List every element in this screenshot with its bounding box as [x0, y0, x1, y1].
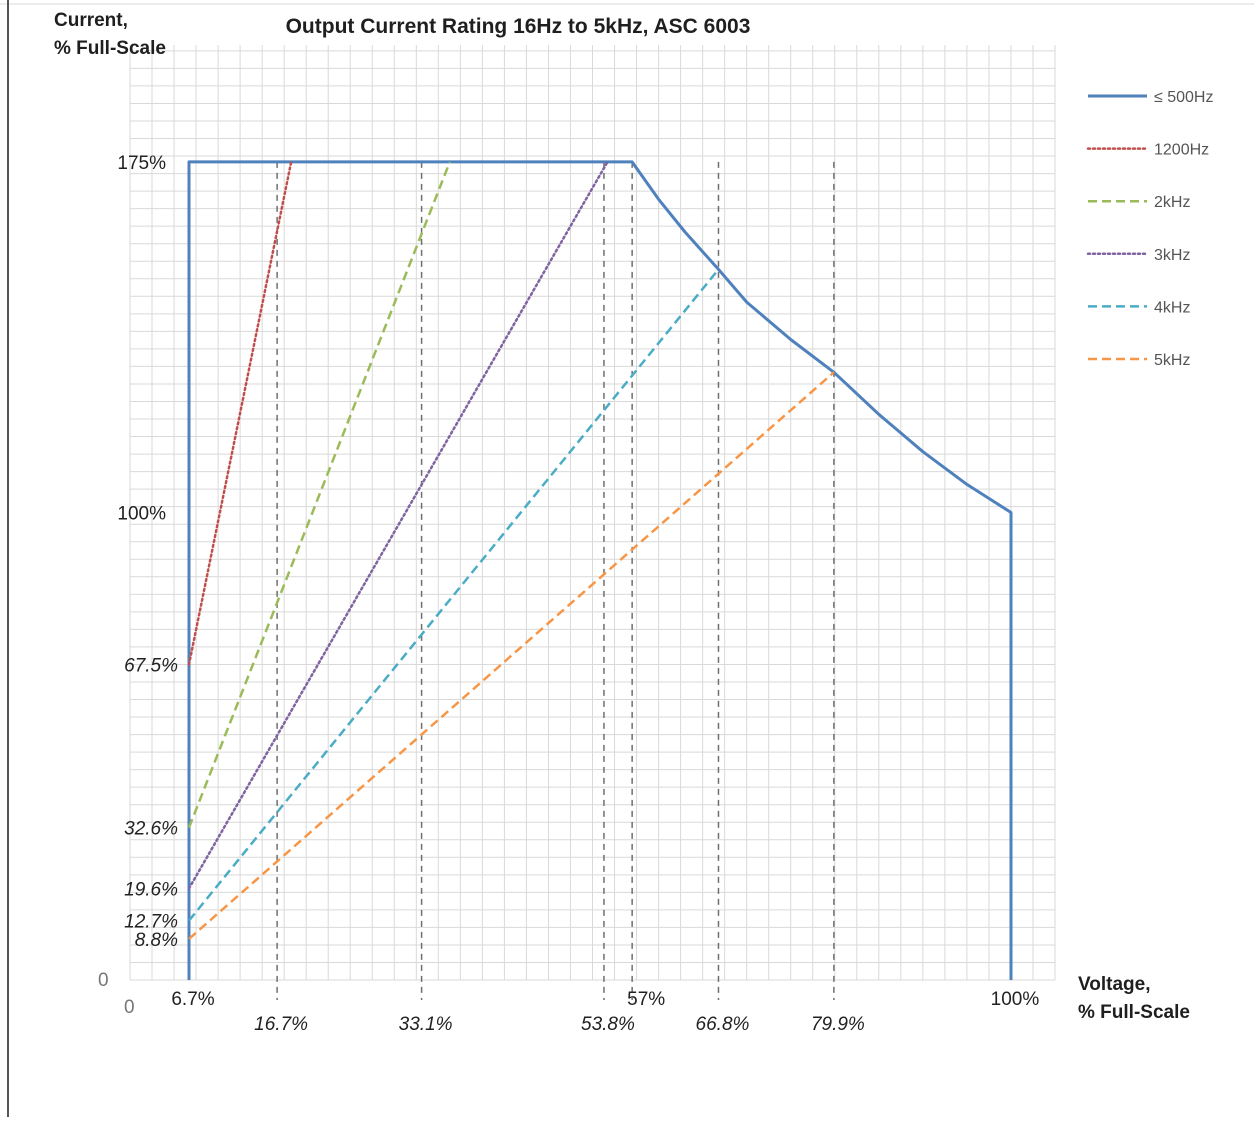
- x-axis-title-line1: Voltage,: [1078, 974, 1151, 995]
- y-tick-label: 8.8%: [135, 930, 178, 951]
- legend-label-3: 3kHz: [1154, 247, 1190, 264]
- legend-label-1: 1200Hz: [1154, 142, 1209, 159]
- legend-label-4: 4kHz: [1154, 299, 1190, 316]
- series-line-2: [187, 161, 451, 829]
- x-tick-label: 79.9%: [811, 1014, 865, 1035]
- y-axis-title-line2: % Full-Scale: [54, 38, 166, 59]
- y-origin-label: 0: [98, 970, 109, 991]
- legend: ≤ 500Hz 1200Hz 2kHz 3kHz 4kHz 5kHz: [1086, 89, 1213, 369]
- y-tick-label: 100%: [117, 504, 166, 525]
- y-tick-label: 12.7%: [124, 912, 178, 933]
- y-tick-label: 32.6%: [124, 819, 178, 840]
- x-origin-label: 0: [124, 997, 135, 1018]
- series-line-3: [187, 160, 609, 890]
- y-tick-labels: 175% 100% 67.5% 32.6% 19.6% 12.7%8.8%: [117, 153, 178, 951]
- legend-label-0: ≤ 500Hz: [1154, 89, 1213, 106]
- x-tick-label: 57%: [627, 989, 665, 1010]
- x-tick-label: 100%: [991, 989, 1040, 1010]
- x-tick-label: 33.1%: [399, 1014, 453, 1035]
- reference-lines: [276, 161, 835, 1000]
- series-line-0: [187, 160, 1013, 980]
- legend-label-2: 2kHz: [1154, 194, 1190, 211]
- y-tick-label: 19.6%: [124, 879, 178, 900]
- x-tick-labels: 6.7% 16.7% 33.1% 53.8% 57% 66.8% 79.9% 100%: [171, 989, 1039, 1035]
- y-tick-label: 175%: [117, 153, 166, 174]
- x-tick-label: 53.8%: [581, 1014, 635, 1035]
- x-tick-label: 16.7%: [254, 1014, 308, 1035]
- series-line-1: [187, 160, 293, 666]
- gridlines: [129, 45, 1056, 981]
- series-lines: [187, 160, 1013, 980]
- legend-label-5: 5kHz: [1154, 352, 1190, 369]
- y-axis-title-line1: Current,: [54, 10, 128, 31]
- series-line-5: [188, 371, 835, 940]
- x-axis-title-line2: % Full-Scale: [1078, 1002, 1190, 1023]
- chart-title: Output Current Rating 16Hz to 5kHz, ASC …: [286, 15, 751, 38]
- x-tick-label: 66.8%: [696, 1014, 750, 1035]
- x-tick-label: 6.7%: [171, 989, 214, 1010]
- series-line-4: [188, 268, 720, 922]
- y-tick-label: 67.5%: [124, 655, 178, 676]
